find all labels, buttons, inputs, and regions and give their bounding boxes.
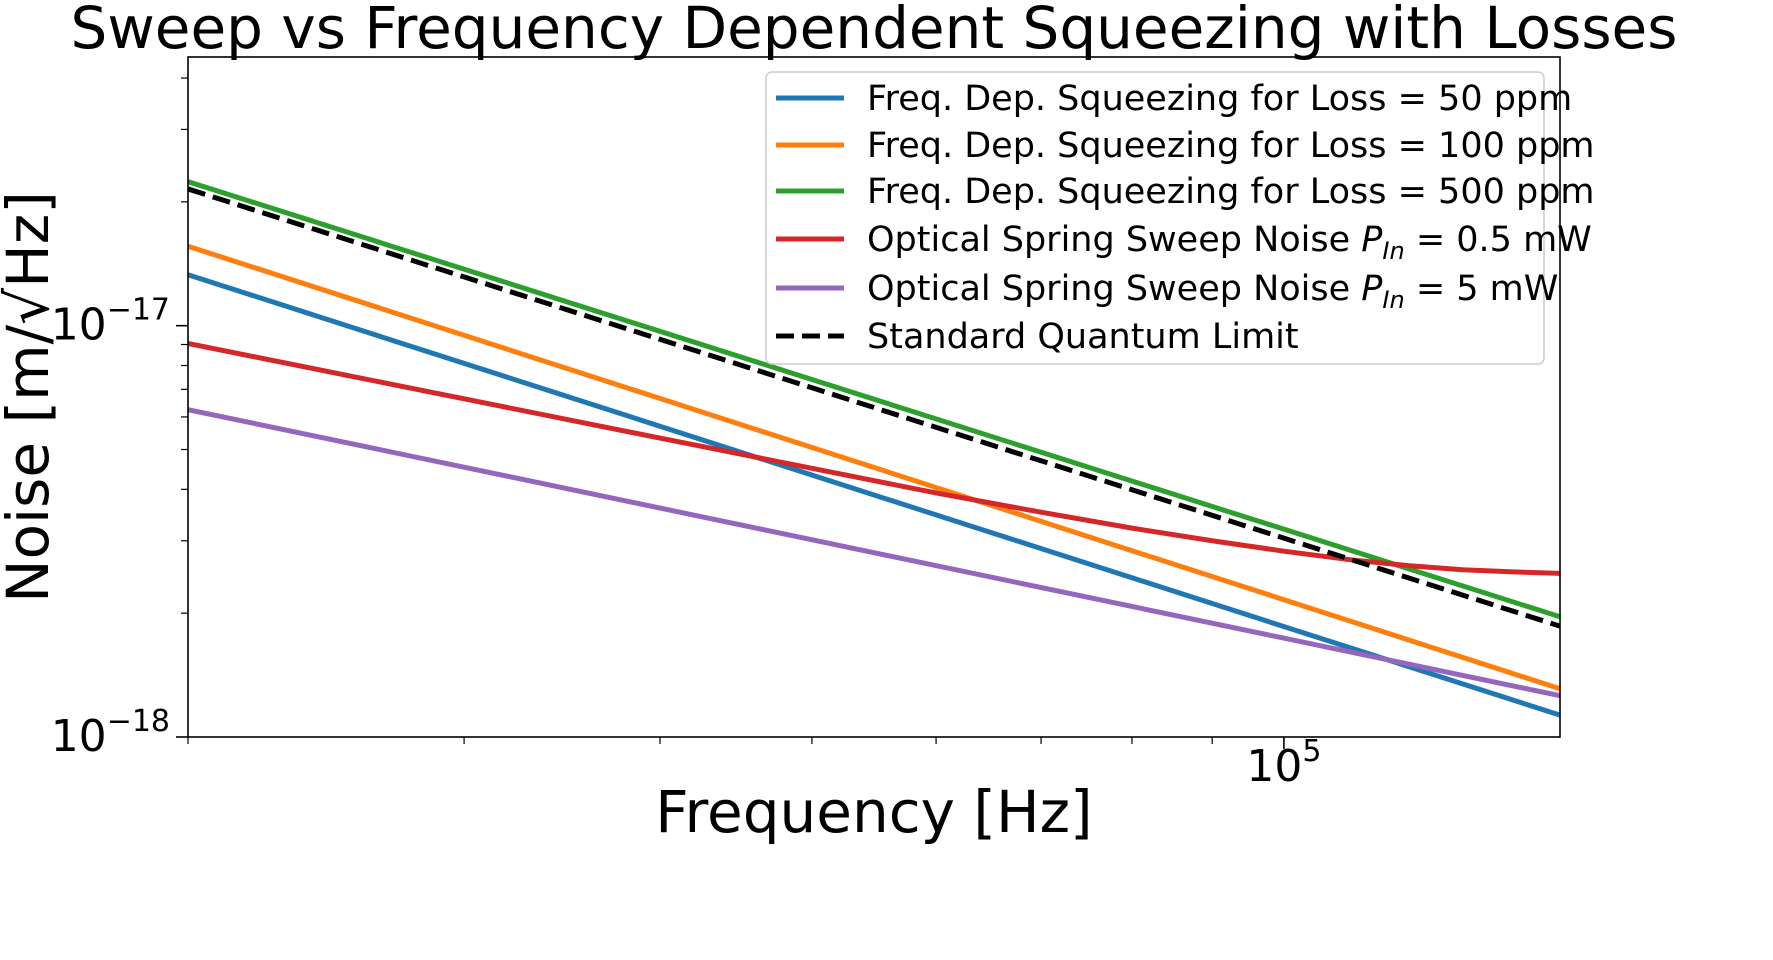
- chart-title: Sweep vs Frequency Dependent Squeezing w…: [71, 0, 1678, 62]
- y-tick-label: 10−18: [51, 704, 170, 762]
- y-axis-label: Noise [m/√Hz]: [0, 191, 62, 603]
- series-line-os05: [188, 341, 1560, 576]
- y-tick-label: 10−17: [51, 293, 170, 351]
- plot-frame: [187, 56, 1561, 738]
- legend-label-os5: Optical Spring Sweep Noise PIn = 5 mW: [867, 269, 1558, 314]
- series-line-fds50: [188, 272, 1560, 718]
- x-tick-label: 105: [1246, 734, 1321, 792]
- x-axis-ticks: 105: [187, 734, 1321, 792]
- legend-label-fds500: Freq. Dep. Squeezing for Loss = 500 ppm: [867, 172, 1595, 212]
- x-axis-label: Frequency [Hz]: [655, 778, 1092, 846]
- legend-label-fds100: Freq. Dep. Squeezing for Loss = 100 ppm: [867, 126, 1595, 166]
- series-line-sql: [188, 186, 1560, 629]
- series-layer: [188, 179, 1560, 718]
- legend: Freq. Dep. Squeezing for Loss = 50 ppm Fr…: [765, 71, 1595, 365]
- series-line-fds100: [188, 243, 1560, 692]
- legend-label-sql: Standard Quantum Limit: [867, 317, 1299, 357]
- legend-frame: [765, 71, 1545, 365]
- series-line-os5: [188, 407, 1560, 699]
- y-axis-ticks: 10−18 10−17: [51, 77, 188, 762]
- legend-label-fds50: Freq. Dep. Squeezing for Loss = 50 ppm: [867, 79, 1572, 119]
- legend-label-os05: Optical Spring Sweep Noise PIn = 0.5 mW: [867, 220, 1592, 265]
- series-line-fds500: [188, 179, 1560, 620]
